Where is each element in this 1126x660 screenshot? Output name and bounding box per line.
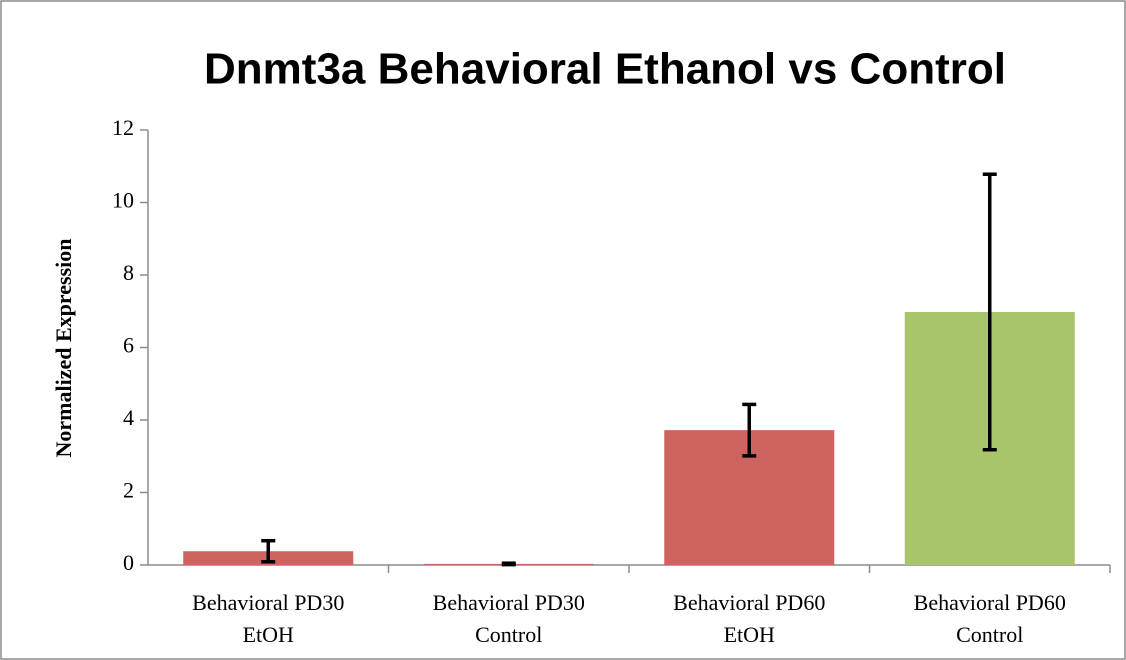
y-tick-label: 12 [112,115,134,140]
y-tick-label: 2 [123,478,134,503]
error-bar [742,402,757,458]
y-tick-label: 0 [123,550,134,575]
x-tick-label: Behavioral PD60 EtOH [673,590,825,647]
x-tick-label: Behavioral PD30 Control [433,590,585,647]
x-tick-label: Behavioral PD60 Control [914,590,1066,647]
y-tick-label: 6 [123,333,134,358]
y-tick-label: 4 [123,405,134,430]
y-tick-label: 10 [112,188,134,213]
y-tick-label: 8 [123,260,134,285]
error-bar [501,561,516,567]
x-tick-label: Behavioral PD30 EtOH [192,590,344,647]
error-bar [982,172,997,452]
chart-title: Dnmt3a Behavioral Ethanol vs Control [204,45,1006,94]
y-axis-label: Normalized Expression [51,239,76,458]
error-bar [261,538,276,564]
